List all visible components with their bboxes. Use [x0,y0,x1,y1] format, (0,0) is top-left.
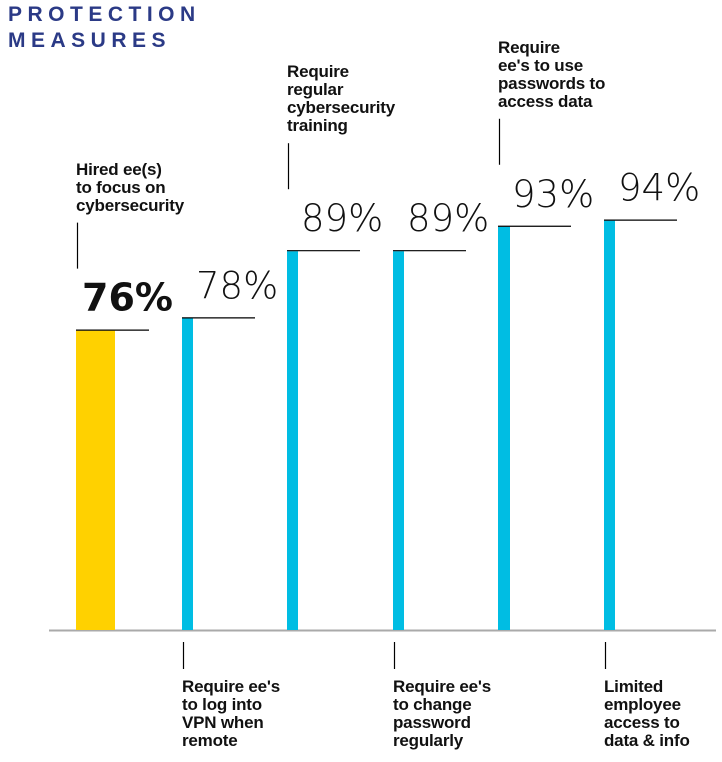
category-label-2: Require ee's to log into VPN when remote [182,677,281,750]
category-label-6: Limited employee access to data & info [604,677,690,750]
bar-1 [76,330,115,630]
bar-3 [287,251,298,630]
bar-4 [393,251,404,630]
value-label-6: 94% [618,167,700,210]
bar-5 [498,226,510,630]
category-label-3: Require regular cybersecurity training [287,62,395,136]
bar-2 [182,318,193,630]
value-label-2: 78% [196,264,278,307]
value-label-5: 93% [512,173,594,216]
category-label-4: Require ee's to change password regularl… [393,677,492,750]
chart-title: PROTECTION MEASURES [8,2,201,54]
category-label-1: Hired ee(s) to focus on cybersecurity [76,159,184,215]
value-label-1: 76% [82,276,173,320]
value-label-4: 89% [407,197,489,240]
value-label-3: 89% [301,197,383,240]
title-line-1: PROTECTION [8,3,201,26]
bar-6 [604,220,615,630]
category-label-5: Require ee's to use passwords to access … [498,37,606,111]
title-line-2: MEASURES [8,29,172,52]
